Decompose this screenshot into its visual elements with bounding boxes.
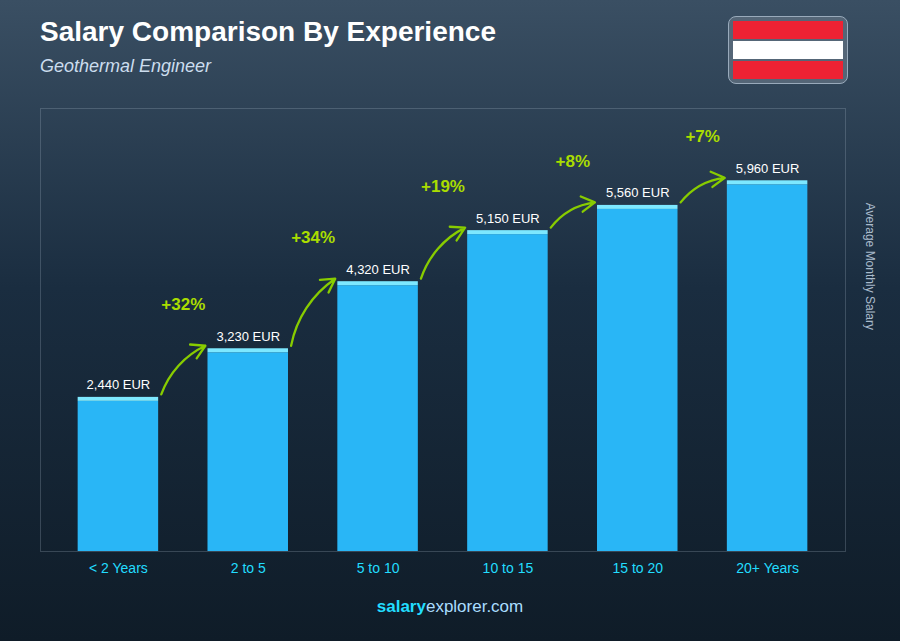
svg-text:4,320 EUR: 4,320 EUR — [346, 262, 410, 277]
svg-text:+8%: +8% — [556, 152, 591, 171]
svg-text:+19%: +19% — [421, 177, 465, 196]
svg-text:2 to 5: 2 to 5 — [231, 560, 266, 576]
svg-text:+34%: +34% — [291, 228, 335, 247]
svg-text:15 to 20: 15 to 20 — [612, 560, 663, 576]
svg-text:20+ Years: 20+ Years — [736, 560, 799, 576]
html-text:salary explorer.com: salary explorer.com — [376, 597, 524, 616]
svg-text:< 2 Years: < 2 Years — [89, 560, 148, 576]
html-text:Geothermal Engineer: Geothermal Engineer — [40, 56, 212, 76]
html-text:Salary Comparison By Experienc: Salary Comparison By Experience — [40, 16, 496, 47]
svg-text:5,960 EUR: 5,960 EUR — [736, 161, 800, 176]
svg-text:3,230 EUR: 3,230 EUR — [216, 329, 280, 344]
svg-text:5,150 EUR: 5,150 EUR — [476, 211, 540, 226]
svg-text:10 to 15: 10 to 15 — [483, 560, 534, 576]
svg-text:5 to 10: 5 to 10 — [357, 560, 400, 576]
svg-text:2,440 EUR: 2,440 EUR — [87, 377, 151, 392]
svg-text:5,560 EUR: 5,560 EUR — [606, 185, 670, 200]
svg-text:Average Monthly Salary: Average Monthly Salary — [863, 203, 877, 330]
svg-text:+7%: +7% — [685, 127, 720, 146]
svg-text:+32%: +32% — [161, 295, 205, 314]
